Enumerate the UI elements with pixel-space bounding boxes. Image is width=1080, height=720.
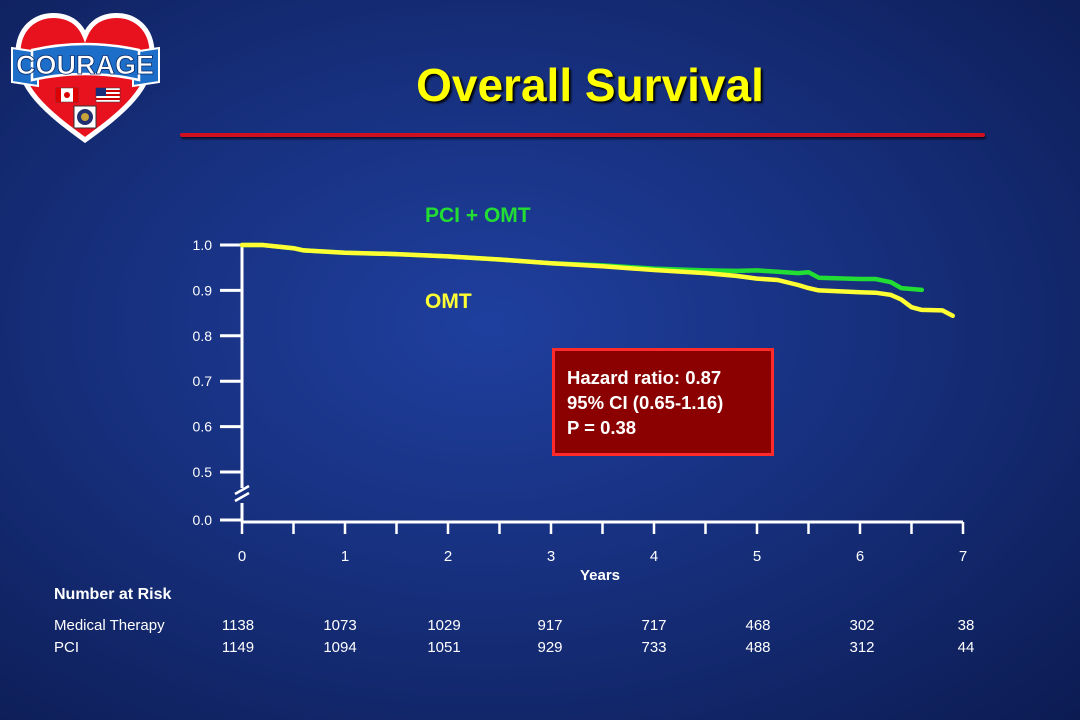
series-label-pci: PCI + OMT	[425, 204, 531, 227]
axis-break-mark	[234, 491, 250, 503]
series-line-omt	[239, 242, 955, 319]
series-label-omt: OMT	[425, 290, 472, 313]
risk-cell: 1138	[221, 617, 255, 634]
y-tick-label: 0.6	[193, 419, 213, 435]
hazard-ratio-text: Hazard ratio: 0.87	[567, 367, 722, 388]
risk-cell: 1149	[221, 639, 255, 656]
hazard-ratio-box: Hazard ratio: 0.87 95% CI (0.65-1.16) P …	[552, 348, 774, 456]
x-tick-label: 1	[341, 548, 349, 565]
risk-row-label: PCI	[54, 639, 80, 656]
slide-title: Overall Survival	[416, 59, 764, 111]
y-tick-label: 0.7	[193, 373, 213, 389]
axis-break-mark	[234, 484, 250, 496]
y-tick-label: 0.9	[193, 282, 213, 298]
x-tick-label: 7	[959, 548, 967, 565]
risk-cell: 929	[537, 639, 563, 656]
risk-cell: 917	[537, 617, 563, 634]
confidence-interval-text: 95% CI (0.65-1.16)	[567, 392, 724, 413]
risk-row-label: Medical Therapy	[54, 617, 165, 634]
y-tick-label: 0.8	[193, 328, 213, 344]
x-tick-label: 6	[856, 548, 864, 565]
logo-text: COURAGE	[16, 50, 154, 80]
risk-cell: 1029	[427, 617, 461, 634]
p-value-text: P = 0.38	[567, 417, 637, 438]
risk-cell: 488	[745, 639, 771, 656]
x-tick-label: 4	[650, 548, 658, 565]
risk-table-title: Number at Risk	[54, 586, 172, 603]
courage-logo: COURAGE	[11, 13, 160, 143]
risk-cell: 1073	[323, 617, 357, 634]
y-tick-label: 0.0	[193, 512, 213, 528]
risk-cell: 44	[957, 639, 975, 656]
x-tick-label: 2	[444, 548, 452, 565]
y-tick-label: 0.5	[193, 464, 213, 480]
risk-cell: 38	[957, 617, 975, 634]
risk-cell: 312	[849, 639, 875, 656]
x-tick-label: 5	[753, 548, 761, 565]
risk-cell: 1051	[427, 639, 461, 656]
title-divider	[180, 133, 985, 137]
risk-cell: 733	[641, 639, 667, 656]
x-tick-label: 0	[238, 548, 246, 565]
risk-cell: 302	[849, 617, 875, 634]
x-tick-label: 3	[547, 548, 555, 565]
y-tick-label: 1.0	[193, 237, 213, 253]
x-axis-label: Years	[580, 567, 620, 584]
risk-cell: 468	[745, 617, 771, 634]
risk-cell: 717	[641, 617, 667, 634]
risk-cell: 1094	[323, 639, 357, 656]
